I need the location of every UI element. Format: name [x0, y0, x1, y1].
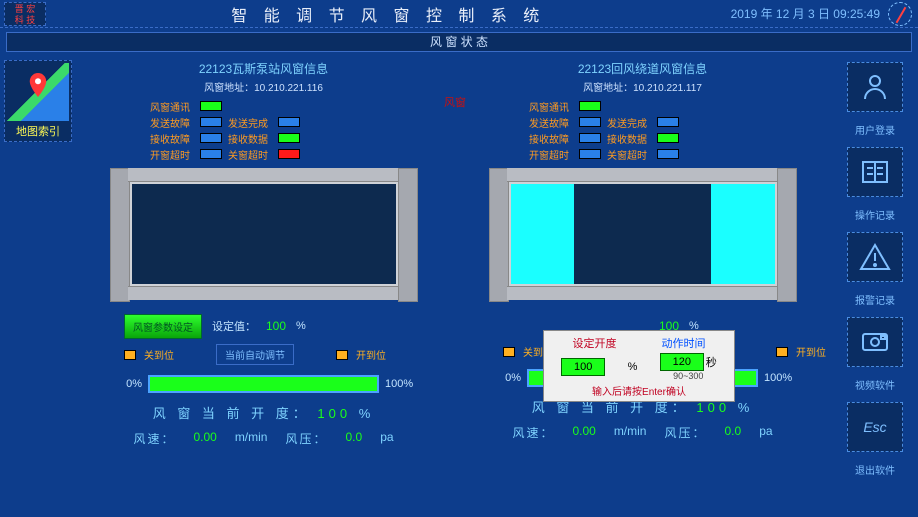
tool-exit[interactable]: Esc	[847, 402, 903, 452]
tool-user-login[interactable]	[847, 62, 903, 112]
progress-bar	[148, 375, 379, 393]
panel-addr: 风窗地址：10.210.221.116	[80, 79, 447, 94]
auto-adjust-button[interactable]: 当前自动调节	[216, 344, 294, 365]
map-label: 地图索引	[5, 123, 71, 139]
logo-top: 晋 宏	[5, 4, 45, 15]
status-grid: 风窗通讯 发送故障发送完成 接收故障接收数据 开窗超时关窗超时	[529, 98, 826, 162]
window-glass	[132, 184, 396, 284]
panel-left: 22123瓦斯泵站风窗信息 风窗地址：10.210.221.116 风窗通讯 发…	[80, 58, 447, 510]
popup-input-time[interactable]: 120	[660, 353, 704, 371]
metrics-row: 风速：0.00m/min 风压：0.0pa	[80, 430, 447, 447]
window-graphic	[489, 168, 797, 300]
popup-col-b: 动作时间	[662, 335, 706, 351]
popup-input-open[interactable]: 100	[561, 358, 605, 376]
logo: 晋 宏 科 技	[4, 2, 46, 26]
window-graphic	[110, 168, 418, 300]
main: 地图索引 22123瓦斯泵站风窗信息 风窗地址：10.210.221.116 风…	[0, 54, 918, 514]
mid-note: 风窗	[444, 94, 466, 110]
compass-icon	[888, 2, 912, 26]
open-limit-lamp	[336, 350, 348, 360]
logo-bot: 科 技	[5, 15, 45, 26]
panel-title: 22123回风绕道风窗信息	[459, 60, 826, 77]
lamp-comm	[200, 101, 222, 111]
panel-title: 22123瓦斯泵站风窗信息	[80, 60, 447, 77]
param-set-button[interactable]: 风窗参数设定	[124, 314, 202, 339]
tool-video[interactable]	[847, 317, 903, 367]
status-grid: 风窗通讯 发送故障发送完成 接收故障接收数据 开窗超时关窗超时	[150, 98, 447, 162]
map-thumb	[7, 63, 69, 121]
left-column: 地图索引	[0, 54, 80, 514]
popup-hint: 输入后请按Enter确认	[544, 383, 734, 398]
toolbar: 用户登录 操作记录 报警记录 视频软件 Esc 退出软件	[832, 54, 918, 514]
map-index-card[interactable]: 地图索引	[4, 60, 72, 142]
tool-alarm-log[interactable]	[847, 232, 903, 282]
window-glass	[511, 184, 775, 284]
close-limit-lamp	[503, 347, 515, 357]
open-limit-lamp	[776, 347, 788, 357]
app-title: 智 能 调 节 风 窗 控 制 系 统	[46, 2, 731, 26]
panels: 22123瓦斯泵站风窗信息 风窗地址：10.210.221.116 风窗通讯 发…	[80, 54, 832, 514]
header: 晋 宏 科 技 智 能 调 节 风 窗 控 制 系 统 2019 年 12 月 …	[0, 0, 918, 28]
close-limit-lamp	[124, 350, 136, 360]
metrics-row: 风速：0.00m/min 风压：0.0pa	[459, 424, 826, 441]
tool-op-log[interactable]	[847, 147, 903, 197]
panel-right: 22123回风绕道风窗信息 风窗地址：10.210.221.117 风窗通讯 发…	[459, 58, 826, 510]
set-popup[interactable]: 设定开度 动作时间 100% 120秒 90~300 输入后请按Enter确认	[543, 330, 735, 402]
statusbar: 风 窗 状 态	[6, 32, 912, 52]
panel-addr: 风窗地址：10.210.221.117	[459, 79, 826, 94]
open-degree-line: 风 窗 当 前 开 度： 100 %	[80, 403, 447, 422]
map-pin-icon	[29, 73, 47, 97]
popup-col-a: 设定开度	[573, 335, 617, 351]
datetime: 2019 年 12 月 3 日 09:25:49	[731, 5, 880, 22]
